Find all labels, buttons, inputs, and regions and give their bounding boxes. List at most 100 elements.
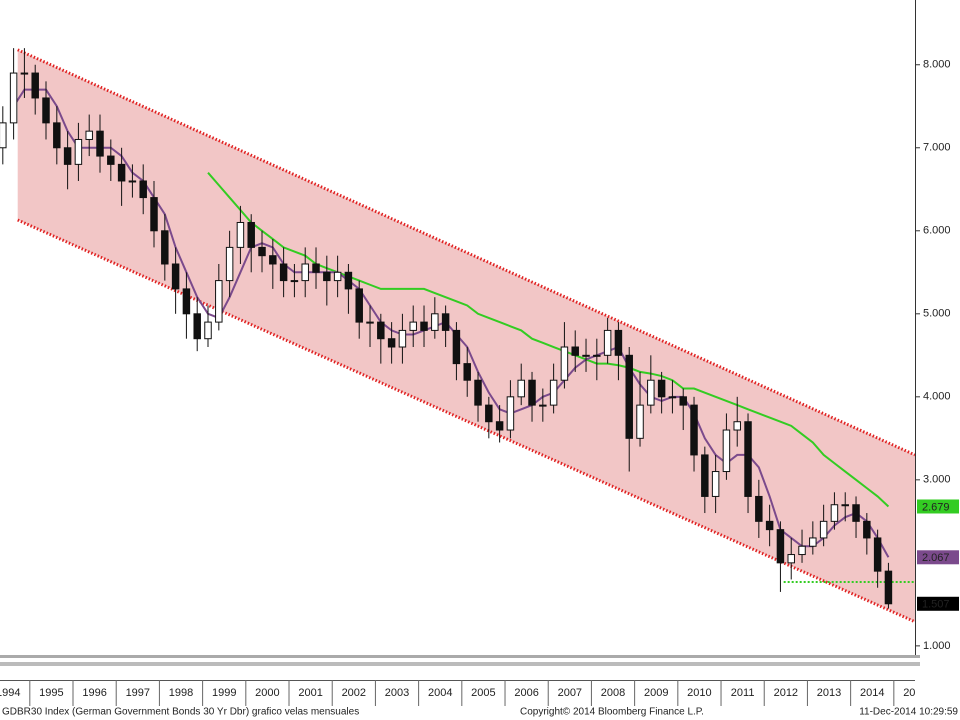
- x-tick-label: 2001: [298, 687, 322, 699]
- x-tick-label: 2003: [385, 687, 409, 699]
- x-tick-label: 2014: [860, 687, 884, 699]
- x-tick-label: 1998: [169, 687, 193, 699]
- candle-body: [441, 313, 450, 331]
- candle-body: [258, 246, 266, 257]
- value-tag: [917, 596, 959, 611]
- candle-body: [204, 321, 212, 340]
- candle-body: [96, 130, 104, 157]
- x-tick-label: 1995: [39, 687, 63, 699]
- candle-body: [798, 545, 806, 556]
- x-tick-label: 1997: [126, 687, 150, 699]
- value-tag-label: 2.067: [922, 552, 950, 564]
- candle-body: [53, 122, 61, 149]
- x-tick-label: 2005: [471, 687, 495, 699]
- footer-time: 11-Dec-2014 10:29:59: [859, 707, 958, 718]
- candle-body: [647, 379, 655, 406]
- candle-body: [366, 321, 374, 324]
- candle-body: [614, 329, 623, 356]
- candle-body: [161, 230, 169, 265]
- candle-body: [657, 379, 666, 398]
- candle-body: [333, 271, 342, 282]
- candle-body: [215, 280, 223, 323]
- candle-body: [128, 180, 137, 183]
- candle-body: [171, 263, 180, 290]
- y-tick-label: 5.000: [923, 308, 951, 320]
- value-tag: [917, 550, 959, 565]
- candle-body: [863, 520, 871, 539]
- candle-body: [74, 138, 83, 165]
- candle-body: [279, 263, 288, 282]
- candle-body: [539, 404, 547, 407]
- plot-area: [0, 48, 915, 624]
- candle-body: [290, 280, 299, 283]
- value-axis: 1.000 3.000 4.000 5.000 6.000 7.000 8.000 2.679…: [915, 59, 959, 652]
- candle-body: [387, 338, 396, 348]
- candle-body: [841, 504, 849, 507]
- x-tick-label: 2013: [817, 687, 841, 699]
- x-tick-label: 2002: [342, 687, 366, 699]
- x-tick-label: 2009: [644, 687, 668, 699]
- value-tag-label: 1.507: [922, 599, 950, 611]
- channel-line: [17, 218, 915, 624]
- candle-body: [420, 321, 428, 331]
- y-tick-label: 3.000: [923, 474, 951, 486]
- candle-body: [431, 313, 439, 331]
- candle-body: [139, 180, 147, 199]
- candle-body: [560, 346, 569, 381]
- candle-body: [485, 404, 493, 423]
- moving-average: [12, 88, 890, 558]
- x-tick-label: 1999: [212, 687, 236, 699]
- candle-body: [506, 396, 515, 431]
- x-tick-label: 2000: [255, 687, 279, 699]
- candle-body: [182, 288, 191, 315]
- candle-body: [776, 529, 785, 564]
- footer-copyright: Copyright© 2014 Bloomberg Finance L.P.: [520, 707, 704, 718]
- candle-body: [398, 329, 407, 348]
- candle-body: [809, 537, 817, 547]
- candle-body: [884, 570, 893, 605]
- candle-body: [819, 520, 828, 539]
- candle-body: [787, 554, 795, 564]
- candle-body: [668, 396, 677, 399]
- candle-body: [9, 72, 18, 124]
- candle-body: [150, 197, 158, 232]
- candle-body: [377, 321, 385, 340]
- candle-body: [873, 537, 882, 572]
- candle-body: [593, 354, 601, 357]
- candle-body: [344, 271, 353, 290]
- x-tick-label: 2012: [774, 687, 798, 699]
- x-tick-label: 2006: [514, 687, 538, 699]
- x-tick-label: 2008: [601, 687, 625, 699]
- candle-body: [765, 520, 774, 531]
- candle-body: [701, 454, 709, 497]
- candle-body: [452, 329, 461, 365]
- channel-line: [17, 48, 915, 457]
- candle-body: [495, 421, 504, 431]
- y-tick-label: 6.000: [923, 225, 951, 237]
- candle-body: [247, 221, 255, 248]
- candle-body: [744, 421, 752, 497]
- candle-body: [42, 97, 50, 124]
- candle-body: [733, 421, 741, 431]
- candle-body: [755, 495, 763, 522]
- value-tag: [917, 499, 959, 514]
- candle-body: [269, 255, 277, 265]
- candle-body: [301, 263, 309, 282]
- candle-body: [603, 329, 612, 356]
- y-tick-label: 8.000: [923, 59, 951, 71]
- candle-body: [463, 363, 471, 381]
- x-tick-label: 1996: [82, 687, 106, 699]
- candle-body: [582, 354, 590, 357]
- candle-body: [225, 246, 234, 282]
- candle-body: [312, 263, 320, 273]
- candle-body: [571, 346, 579, 356]
- footer-title: GDBR30 Index (German Government Bonds 30…: [2, 707, 359, 718]
- candle-body: [517, 379, 525, 398]
- y-tick-label: 7.000: [923, 142, 951, 154]
- value-tag-label: 2.679: [922, 501, 950, 513]
- x-tick-label: 2011: [731, 687, 755, 699]
- candle-body: [690, 404, 698, 456]
- candle-body: [236, 221, 245, 248]
- candle-body: [193, 313, 201, 340]
